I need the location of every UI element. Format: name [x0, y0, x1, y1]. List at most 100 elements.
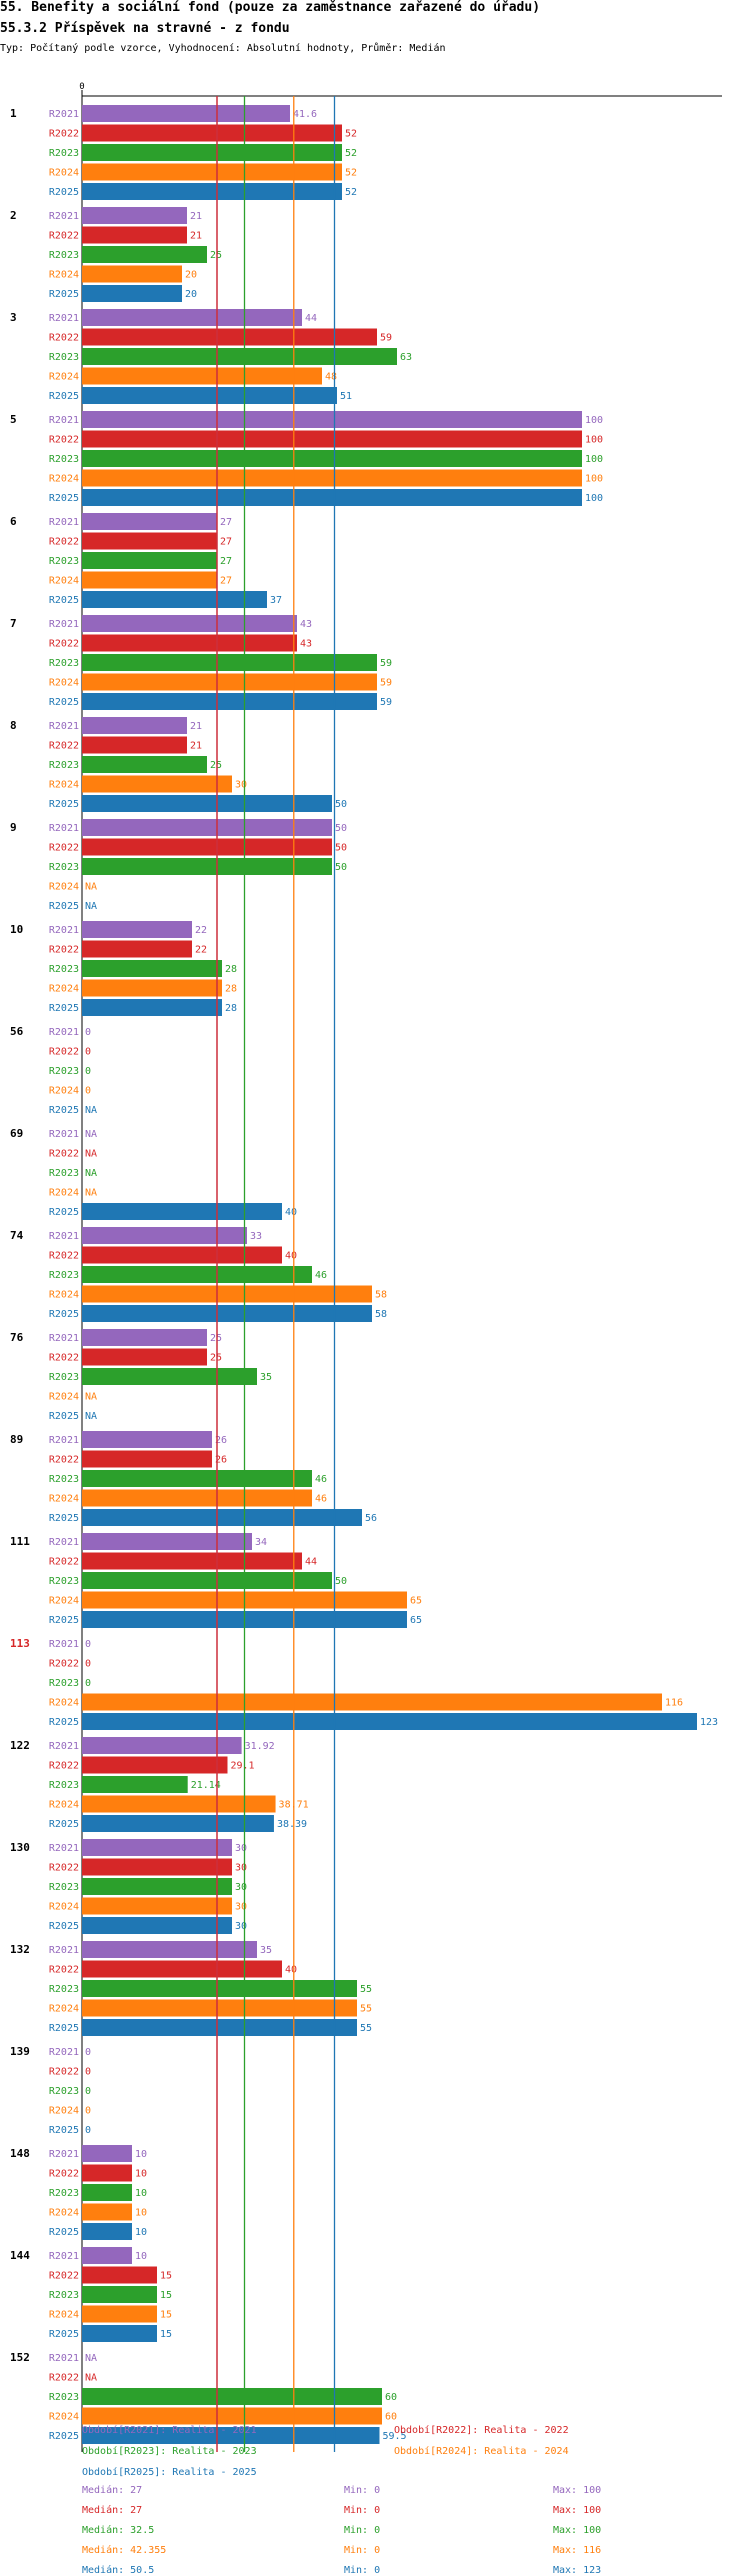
- data-label: 30: [235, 1882, 247, 1893]
- series-label: R2021: [49, 619, 79, 630]
- series-label: R2024: [49, 576, 79, 587]
- data-label: 50: [335, 823, 347, 834]
- bar: [82, 979, 222, 997]
- bar: [82, 1509, 362, 1526]
- data-label: 60: [385, 2392, 397, 2403]
- data-label: 21: [190, 741, 202, 752]
- series-label: R2024: [49, 474, 79, 485]
- series-label: R2024: [49, 882, 79, 893]
- data-label: 43: [300, 619, 312, 630]
- series-label: R2021: [49, 109, 79, 120]
- data-label: 100: [585, 435, 603, 446]
- data-label: 10: [135, 2169, 147, 2180]
- data-label: 0: [85, 1047, 91, 1058]
- stat-median: Medián: 27: [82, 2485, 143, 2496]
- series-label: R2024: [49, 2004, 79, 2015]
- group-label: 89: [10, 1433, 23, 1446]
- data-label: NA: [85, 2373, 97, 2384]
- bar: [82, 693, 377, 710]
- series-label: R2024: [49, 678, 79, 689]
- data-label: 21: [190, 211, 202, 222]
- bar: [82, 1756, 228, 1774]
- data-label: 50: [335, 1576, 347, 1587]
- series-label: R2021: [49, 925, 79, 936]
- stat-median: Medián: 50.5: [82, 2565, 155, 2576]
- series-label: R2022: [49, 1353, 79, 1364]
- data-label: 28: [225, 964, 237, 975]
- series-label: R2024: [49, 1290, 79, 1301]
- series-label: R2024: [49, 1188, 79, 1199]
- bar: [82, 736, 187, 754]
- series-label: R2023: [49, 862, 79, 873]
- data-label: 63: [400, 352, 412, 363]
- data-label: 59: [380, 658, 392, 669]
- data-label: NA: [85, 882, 97, 893]
- data-label: 0: [85, 1027, 91, 1038]
- data-label: 41.6: [293, 109, 317, 120]
- data-label: 65: [410, 1596, 422, 1607]
- group-label: 3: [10, 311, 17, 324]
- data-label: 0: [85, 2086, 91, 2097]
- chart-subtitle: 55.3.2 Příspěvek na stravné - z fondu: [0, 21, 290, 36]
- series-label: R2024: [49, 984, 79, 995]
- group-label: 111: [10, 1535, 30, 1548]
- bar: [82, 2145, 132, 2162]
- data-label: 27: [220, 576, 232, 587]
- data-label: 27: [220, 537, 232, 548]
- bar: [82, 1795, 276, 1813]
- series-label: R2023: [49, 1780, 79, 1791]
- data-label: 50: [335, 799, 347, 810]
- series-label: R2025: [49, 1309, 79, 1320]
- series-label: R2025: [49, 1003, 79, 1014]
- series-label: R2025: [49, 289, 79, 300]
- series-label: R2025: [49, 1513, 79, 1524]
- bar: [82, 124, 342, 142]
- bar: [82, 1917, 232, 1934]
- data-label: 20: [185, 270, 197, 281]
- bar: [82, 1878, 232, 1895]
- series-label: R2021: [49, 1435, 79, 1446]
- series-label: R2022: [49, 1863, 79, 1874]
- data-label: NA: [85, 1168, 97, 1179]
- data-label: NA: [85, 1392, 97, 1403]
- bar: [82, 469, 582, 487]
- data-label: 33: [250, 1231, 262, 1242]
- bar: [82, 717, 187, 734]
- series-label: R2021: [49, 1027, 79, 1038]
- series-label: R2021: [49, 721, 79, 732]
- x-axis-tick-label: 0: [79, 82, 84, 92]
- series-label: R2022: [49, 843, 79, 854]
- group-label: 130: [10, 1841, 30, 1854]
- group-label: 5: [10, 413, 17, 426]
- data-label: 10: [135, 2208, 147, 2219]
- series-label: R2021: [49, 1537, 79, 1548]
- series-label: R2024: [49, 1494, 79, 1505]
- bar: [82, 756, 207, 773]
- bar: [82, 367, 322, 385]
- bar: [82, 2427, 380, 2444]
- data-label: 51: [340, 391, 352, 402]
- series-label: R2025: [49, 1207, 79, 1218]
- series-label: R2022: [49, 1047, 79, 1058]
- bar: [82, 285, 182, 302]
- data-label: 56: [365, 1513, 377, 1524]
- group-label: 7: [10, 617, 17, 630]
- series-label: R2024: [49, 1800, 79, 1811]
- series-label: R2023: [49, 454, 79, 465]
- series-label: R2025: [49, 1819, 79, 1830]
- series-label: R2022: [49, 1761, 79, 1772]
- bar: [82, 1713, 697, 1730]
- data-label: 0: [85, 2106, 91, 2117]
- chart-title: 55. Benefity a sociální fond (pouze za z…: [0, 0, 541, 15]
- bar: [82, 105, 290, 122]
- stat-min: Min: 0: [344, 2485, 381, 2496]
- data-label: 28: [225, 984, 237, 995]
- series-label: R2023: [49, 1066, 79, 1077]
- group-label: 132: [10, 1943, 30, 1956]
- data-label: NA: [85, 2353, 97, 2364]
- data-label: 21: [190, 721, 202, 732]
- bar: [82, 2247, 132, 2264]
- bar: [82, 513, 217, 530]
- bar: [82, 795, 332, 812]
- data-label: 21.14: [191, 1780, 221, 1791]
